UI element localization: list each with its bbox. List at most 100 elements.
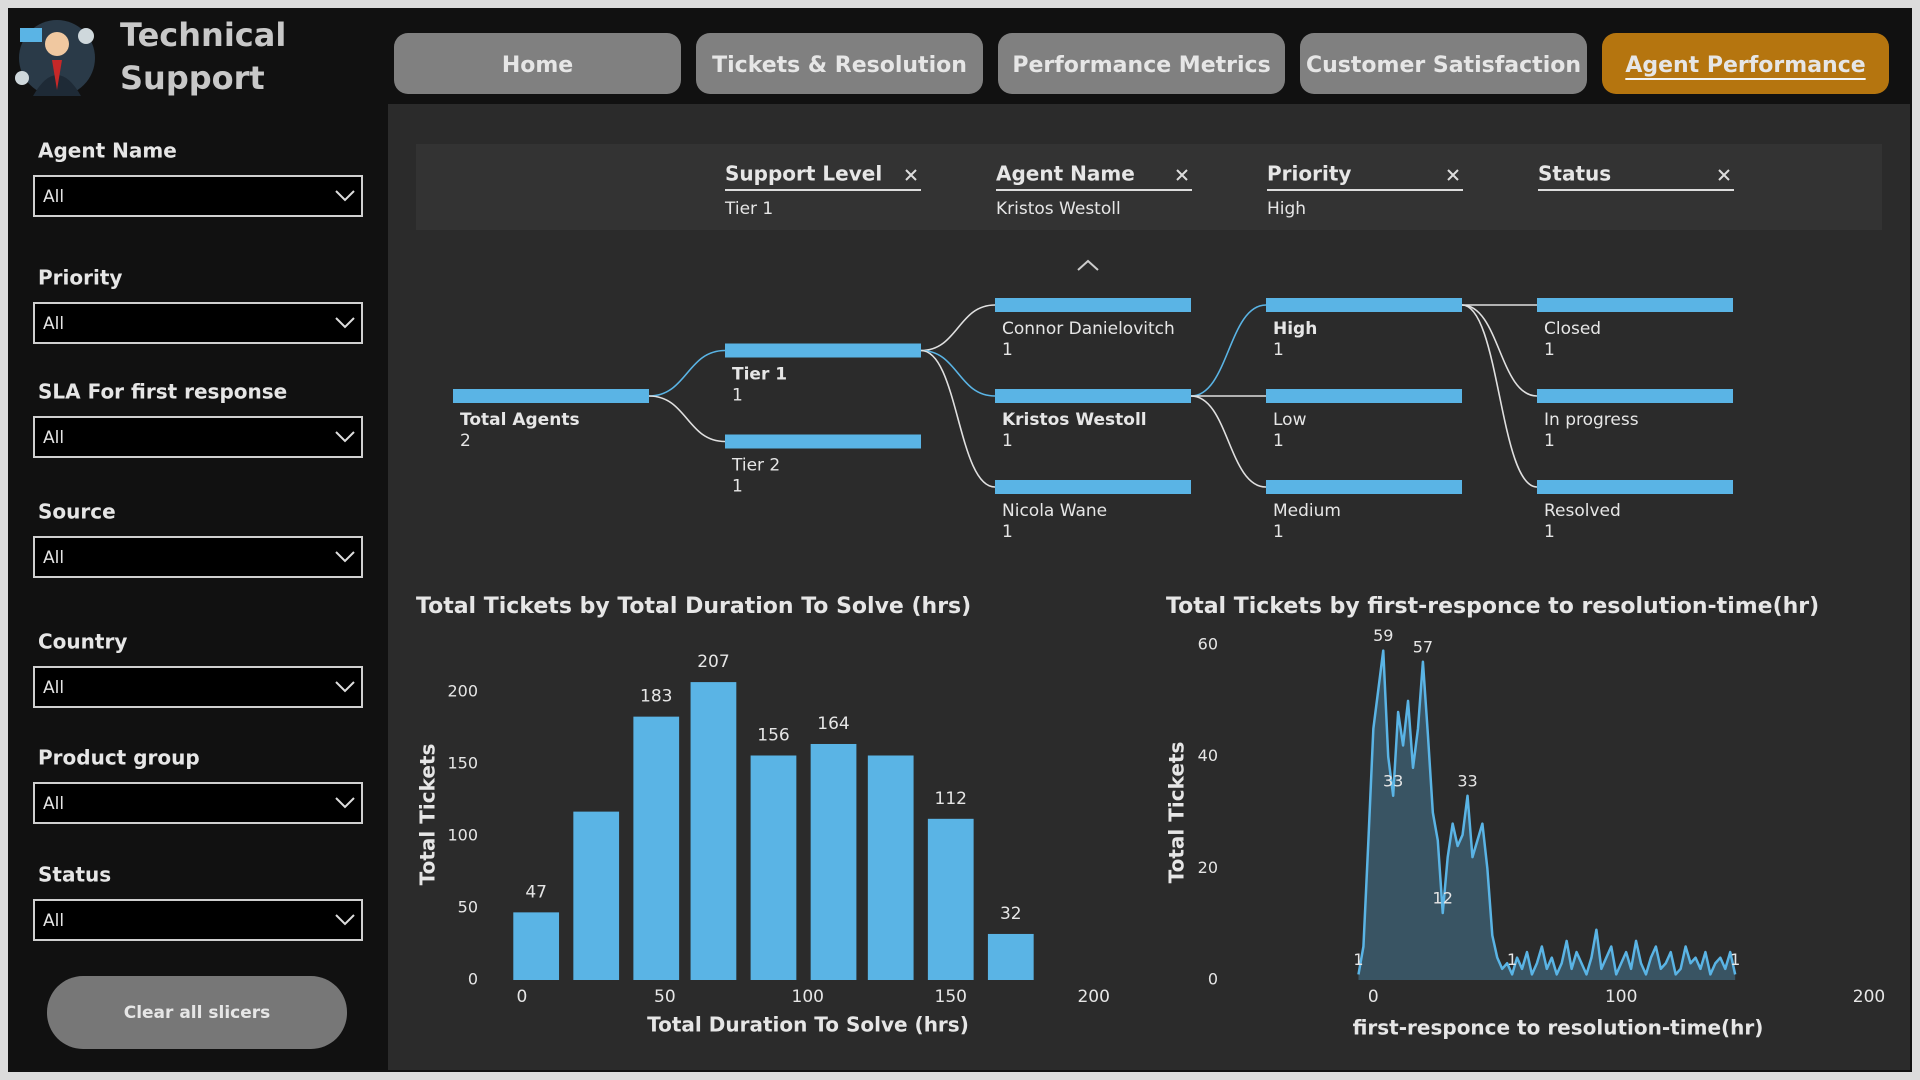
- dropdown-chevron[interactable]: [335, 190, 355, 202]
- nav-tab-label[interactable]: Tickets & Resolution: [712, 53, 967, 78]
- clear-button[interactable]: [47, 976, 347, 1049]
- tree-bar[interactable]: [725, 343, 921, 358]
- y-tick-label: 0: [468, 970, 478, 989]
- x-tick-label: 200: [1853, 987, 1885, 1007]
- y-tick-label: 0: [1208, 970, 1218, 989]
- nav-tab[interactable]: [1300, 33, 1587, 94]
- dropdown-chevron[interactable]: [335, 681, 355, 693]
- tree-bar[interactable]: [1266, 298, 1462, 312]
- value-label: 183: [640, 687, 672, 707]
- filter-value: High: [1267, 199, 1306, 219]
- nav-tab-label[interactable]: Agent Performance: [1625, 53, 1865, 78]
- tree-node-value: 1: [1002, 431, 1013, 451]
- tree-node-value: 1: [1002, 522, 1013, 542]
- tree-bar[interactable]: [453, 389, 649, 403]
- tree-connector: [920, 304, 996, 352]
- slicer-label: Product group: [38, 746, 200, 770]
- tree-node-value: 1: [732, 477, 743, 497]
- clear-button-label[interactable]: Clear all slicers: [124, 1003, 271, 1023]
- slicer-dropdown[interactable]: [33, 666, 363, 708]
- tree-bar[interactable]: [1266, 389, 1462, 403]
- tree-connector: [920, 349, 996, 397]
- nav-tab[interactable]: [998, 33, 1285, 94]
- value-label: 57: [1413, 637, 1433, 656]
- tree-node-value: 2: [460, 431, 471, 451]
- tree-bar[interactable]: [1537, 480, 1733, 494]
- y-tick-label: 100: [447, 826, 478, 845]
- slicer-value: All: [43, 794, 64, 814]
- tree-connector: [648, 349, 726, 397]
- value-label: 1: [1353, 950, 1363, 969]
- tree-connector: [1190, 304, 1267, 397]
- tree-bar[interactable]: [995, 298, 1191, 312]
- dropdown-chevron[interactable]: [335, 914, 355, 926]
- tree-node-label: High: [1273, 319, 1317, 339]
- value-label: 47: [525, 882, 547, 902]
- slicer-dropdown[interactable]: [33, 302, 363, 344]
- filter-remove[interactable]: [1176, 169, 1188, 181]
- value-label: 33: [1457, 771, 1477, 790]
- tree-connector: [920, 349, 996, 488]
- slicer-dropdown[interactable]: [33, 536, 363, 578]
- filter-field: Agent Name: [996, 162, 1135, 186]
- filter-remove[interactable]: [905, 169, 917, 181]
- value-label: 164: [817, 714, 849, 734]
- collapse-icon[interactable]: [1077, 259, 1099, 271]
- tree-node-label: In progress: [1544, 410, 1639, 430]
- value-label: 59: [1373, 626, 1393, 645]
- tree-connector: [1461, 304, 1538, 397]
- slicer-dropdown[interactable]: [33, 175, 363, 217]
- bar: [750, 755, 797, 980]
- x-tick-label: 150: [935, 987, 967, 1007]
- logo: [15, 20, 95, 96]
- tree-node-label: Low: [1273, 410, 1307, 430]
- tree-node-label: Kristos Westoll: [1002, 410, 1147, 430]
- tree-connector: [1190, 395, 1267, 488]
- filter-field: Status: [1538, 162, 1611, 186]
- nav-tab-label[interactable]: Customer Satisfaction: [1306, 53, 1581, 78]
- value-label: 12: [1433, 889, 1453, 908]
- dropdown-chevron[interactable]: [335, 797, 355, 809]
- nav-tab-label[interactable]: Home: [502, 53, 573, 78]
- filter-remove[interactable]: [1718, 169, 1730, 181]
- tree-bar[interactable]: [1266, 480, 1462, 494]
- tree-node-label: Tier 2: [731, 456, 780, 476]
- tree-bar[interactable]: [995, 389, 1191, 403]
- x-axis-title: Total Duration To Solve (hrs): [647, 1013, 969, 1037]
- slicer-dropdown[interactable]: [33, 416, 363, 458]
- dropdown-chevron[interactable]: [335, 431, 355, 443]
- slicer-label: Source: [38, 500, 116, 524]
- dropdown-chevron[interactable]: [335, 551, 355, 563]
- bar: [513, 912, 560, 980]
- tree-node-label: Total Agents: [460, 410, 580, 430]
- filter-field: Support Level: [725, 162, 882, 186]
- slicer-dropdown[interactable]: [33, 899, 363, 941]
- tree-node-label: Resolved: [1544, 501, 1621, 521]
- bar: [810, 743, 857, 980]
- tree-bar[interactable]: [1537, 389, 1733, 403]
- x-tick-label: 100: [792, 987, 824, 1007]
- x-tick-label: 200: [1077, 987, 1109, 1007]
- tree-node-label: Closed: [1544, 319, 1601, 339]
- nav-tab[interactable]: [394, 33, 681, 94]
- tree-bar[interactable]: [1537, 298, 1733, 312]
- nav-tab[interactable]: [696, 33, 983, 94]
- tree-bar[interactable]: [725, 434, 921, 449]
- y-tick-label: 150: [447, 754, 478, 773]
- slicer-value: All: [43, 911, 64, 931]
- app-title: Technical Support: [120, 16, 287, 97]
- slicer-label: Status: [38, 863, 111, 887]
- tree-node-label: Nicola Wane: [1002, 501, 1107, 521]
- value-label: 1: [1730, 950, 1740, 969]
- x-axis-title: first-responce to resolution-time(hr): [1353, 1016, 1764, 1040]
- dropdown-chevron[interactable]: [335, 317, 355, 329]
- slicer-value: All: [43, 548, 64, 568]
- nav-tab-label[interactable]: Performance Metrics: [1012, 53, 1270, 78]
- filter-remove[interactable]: [1447, 169, 1459, 181]
- y-axis-title: Total Tickets: [1165, 742, 1189, 884]
- slicer-dropdown[interactable]: [33, 782, 363, 824]
- tree-bar[interactable]: [995, 480, 1191, 494]
- tree-node-value: 1: [1002, 340, 1013, 360]
- bar: [987, 933, 1034, 980]
